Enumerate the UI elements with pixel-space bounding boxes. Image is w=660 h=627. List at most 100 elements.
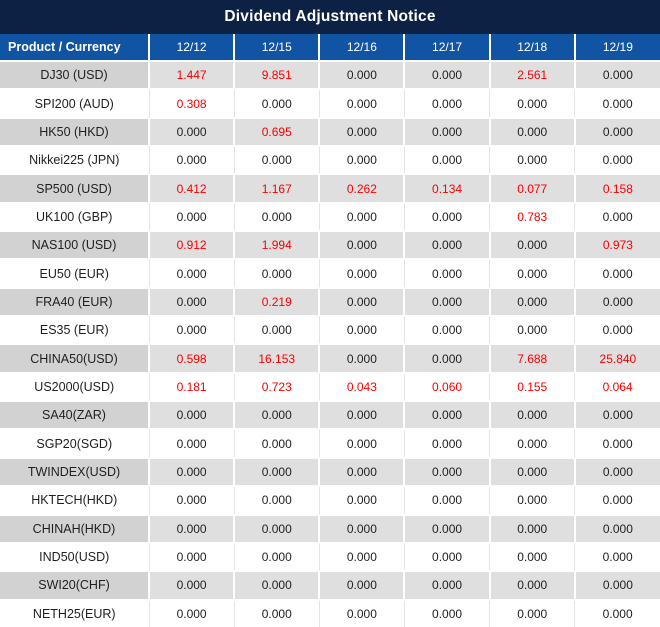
value-cell: 0.000 [318, 286, 405, 317]
value-cell: 0.000 [488, 456, 575, 487]
value-cell: 0.000 [573, 513, 660, 543]
product-cell: SGP20(SGD) [0, 428, 149, 458]
table-header: Product / Currency 12/12 12/15 12/16 12/… [0, 34, 660, 61]
table-row: SWI20(CHF) 0.000 0.000 0.000 0.000 0.000 0.000 [0, 570, 660, 600]
value-cell: 0.000 [147, 286, 235, 317]
value-cell: 0.000 [233, 88, 320, 118]
table-row: ES35 (EUR) 0.000 0.000 0.000 0.000 0.000 0.000 [0, 315, 660, 345]
value-cell: 0.077 [488, 173, 575, 203]
value-cell: 0.000 [574, 541, 660, 572]
value-cell: 0.000 [403, 570, 490, 600]
value-cell: 0.000 [318, 541, 405, 572]
value-cell: 0.000 [574, 145, 660, 175]
value-cell: 0.134 [403, 173, 490, 203]
value-cell: 0.000 [403, 286, 490, 317]
product-cell: SP500 (USD) [0, 173, 149, 203]
value-cell: 0.000 [489, 145, 575, 175]
product-currency-header: Product / Currency [0, 34, 149, 61]
product-cell: Nikkei225 (JPN) [0, 145, 149, 175]
value-cell: 0.000 [318, 230, 405, 260]
value-cell: 0.000 [403, 598, 490, 627]
product-cell: UK100 (GBP) [0, 201, 149, 232]
value-cell: 0.000 [318, 88, 405, 118]
value-cell: 0.000 [318, 258, 405, 288]
dividend-table: Product / Currency 12/12 12/15 12/16 12/… [0, 34, 660, 627]
product-cell: SA40(ZAR) [0, 400, 149, 430]
value-cell: 0.000 [403, 116, 490, 147]
table-row: HK50 (HKD) 0.000 0.695 0.000 0.000 0.000 0.000 [0, 116, 660, 147]
value-cell: 0.000 [403, 485, 490, 515]
value-cell: 0.000 [403, 315, 490, 345]
value-cell: 0.000 [233, 513, 320, 543]
value-cell: 0.000 [573, 456, 660, 487]
value-cell: 0.000 [318, 145, 405, 175]
value-cell: 25.840 [573, 343, 660, 373]
table-row: SGP20(SGD) 0.000 0.000 0.000 0.000 0.000 0.000 [0, 428, 660, 458]
value-cell: 0.000 [488, 286, 575, 317]
product-cell: CHINA50(USD) [0, 343, 149, 373]
value-cell: 0.000 [488, 230, 575, 260]
value-cell: 0.000 [573, 116, 660, 147]
value-cell: 0.000 [403, 400, 490, 430]
value-cell: 0.000 [489, 428, 575, 458]
table-row: IND50(USD) 0.000 0.000 0.000 0.000 0.000 0.000 [0, 541, 660, 572]
value-cell: 0.000 [403, 201, 490, 232]
value-cell: 0.912 [147, 230, 235, 260]
value-cell: 0.000 [318, 485, 405, 515]
table-row: UK100 (GBP) 0.000 0.000 0.000 0.000 0.783 0.00… [0, 201, 660, 232]
value-cell: 0.000 [148, 598, 235, 627]
value-cell: 0.000 [318, 315, 405, 345]
value-cell: 0.000 [488, 513, 575, 543]
value-cell: 0.000 [489, 541, 575, 572]
value-cell: 0.262 [318, 173, 405, 203]
table-row: EU50 (EUR) 0.000 0.000 0.000 0.000 0.000 0.000 [0, 258, 660, 288]
product-cell: HK50 (HKD) [0, 116, 149, 147]
value-cell: 0.158 [573, 173, 660, 203]
product-cell: NAS100 (USD) [0, 230, 149, 260]
value-cell: 0.219 [233, 286, 320, 317]
value-cell: 0.000 [403, 59, 490, 90]
value-cell: 0.043 [318, 371, 405, 402]
product-cell: IND50(USD) [0, 541, 149, 572]
value-cell: 0.000 [147, 400, 235, 430]
value-cell: 0.000 [574, 258, 660, 288]
value-cell: 0.000 [574, 428, 660, 458]
value-cell: 0.155 [489, 371, 575, 402]
value-cell: 0.000 [318, 428, 405, 458]
value-cell: 0.000 [233, 315, 320, 345]
value-cell: 0.000 [403, 428, 490, 458]
table-row: NAS100 (USD) 0.912 1.994 0.000 0.000 0.000 0.9… [0, 230, 660, 260]
title-bar: Dividend Adjustment Notice [0, 0, 660, 34]
table-row: FRA40 (EUR) 0.000 0.219 0.000 0.000 0.000 0.00… [0, 286, 660, 317]
value-cell: 0.412 [147, 173, 235, 203]
value-cell: 0.060 [403, 371, 490, 402]
value-cell: 0.000 [233, 570, 320, 600]
date-header: 12/16 [318, 34, 405, 61]
value-cell: 0.000 [233, 456, 320, 487]
date-header: 12/12 [147, 34, 235, 61]
product-cell: ES35 (EUR) [0, 315, 149, 345]
value-cell: 0.000 [573, 59, 660, 90]
value-cell: 0.000 [488, 116, 575, 147]
value-cell: 0.064 [574, 371, 660, 402]
value-cell: 0.000 [318, 343, 405, 373]
value-cell: 0.000 [574, 315, 660, 345]
value-cell: 0.000 [148, 145, 235, 175]
value-cell: 2.561 [488, 59, 575, 90]
value-cell: 0.000 [489, 258, 575, 288]
value-cell: 0.000 [318, 116, 405, 147]
value-cell: 0.000 [574, 88, 660, 118]
value-cell: 0.000 [148, 315, 235, 345]
table-header-row: Product / Currency 12/12 12/15 12/16 12/… [0, 34, 660, 61]
value-cell: 1.167 [233, 173, 320, 203]
table-row: SP500 (USD) 0.412 1.167 0.262 0.134 0.077 0.15… [0, 173, 660, 203]
table-row: CHINAH(HKD) 0.000 0.000 0.000 0.000 0.000 0.00… [0, 513, 660, 543]
value-cell: 0.308 [148, 88, 235, 118]
value-cell: 0.000 [318, 59, 405, 90]
value-cell: 0.598 [147, 343, 235, 373]
value-cell: 0.000 [573, 400, 660, 430]
product-cell: FRA40 (EUR) [0, 286, 149, 317]
value-cell: 9.851 [233, 59, 320, 90]
date-header: 12/15 [233, 34, 320, 61]
